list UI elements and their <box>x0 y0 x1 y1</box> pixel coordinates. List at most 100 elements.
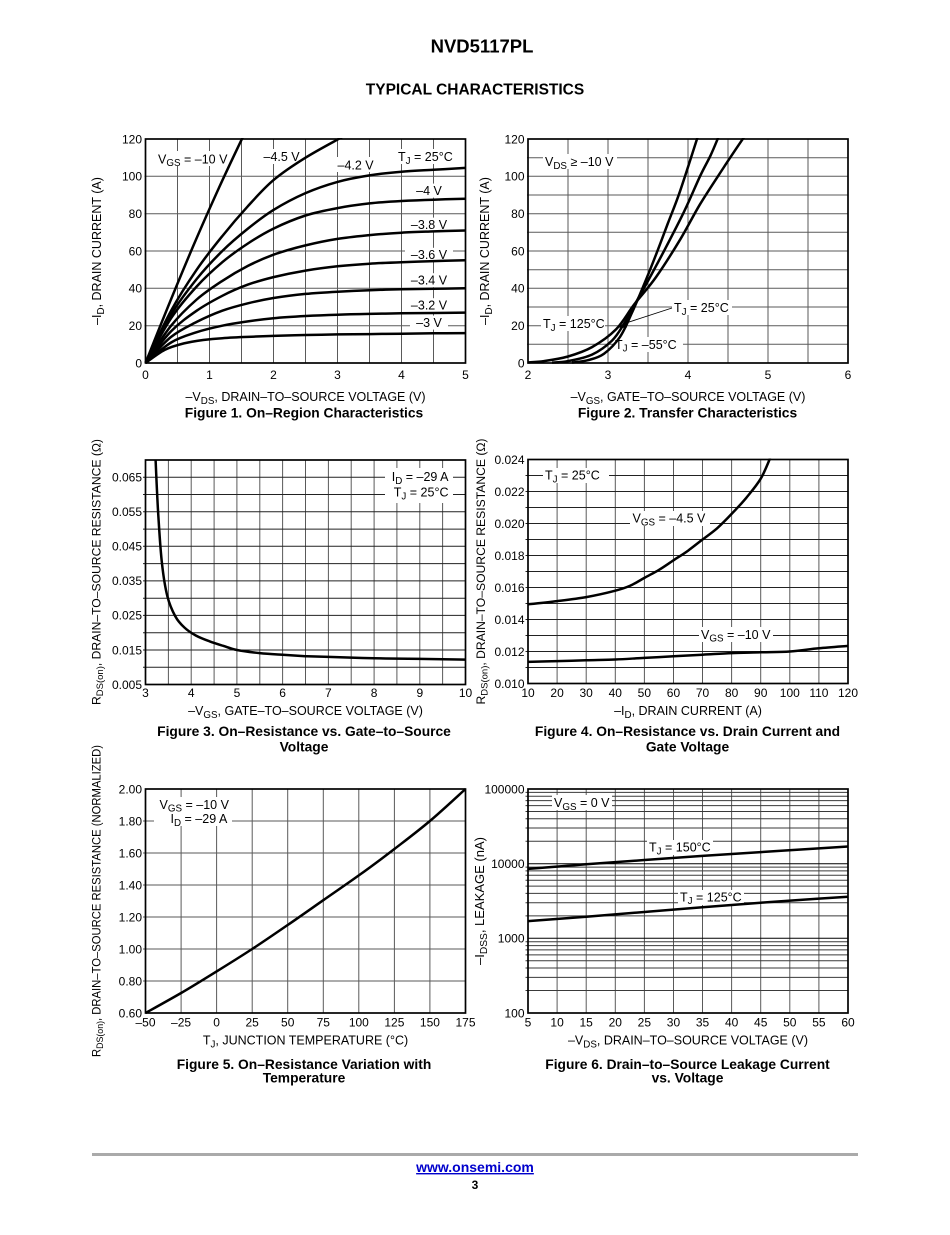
svg-text:–3.2 V: –3.2 V <box>411 299 448 313</box>
svg-text:60: 60 <box>511 244 525 258</box>
svg-text:9: 9 <box>416 686 423 700</box>
svg-text:0.016: 0.016 <box>494 581 524 595</box>
svg-text:1.00: 1.00 <box>119 942 143 956</box>
svg-text:0.020: 0.020 <box>494 517 524 531</box>
svg-text:Temperature: Temperature <box>263 1071 346 1086</box>
svg-text:45: 45 <box>754 1016 768 1030</box>
svg-text:100: 100 <box>504 170 524 184</box>
svg-text:120: 120 <box>122 132 142 146</box>
svg-text:5: 5 <box>462 368 469 382</box>
svg-text:Figure 1. On–Region Characteri: Figure 1. On–Region Characteristics <box>185 406 424 421</box>
svg-text:–25: –25 <box>171 1016 191 1030</box>
svg-text:40: 40 <box>129 282 143 296</box>
svg-text:70: 70 <box>696 686 710 700</box>
svg-text:20: 20 <box>609 1016 623 1030</box>
svg-text:TJ​ = 150°C: TJ​ = 150°C <box>649 841 711 858</box>
svg-text:120: 120 <box>504 132 524 146</box>
svg-text:RDS(on)​, DRAIN–TO–SOURCE RESI: RDS(on)​, DRAIN–TO–SOURCE RESISTANCE (NO… <box>92 745 106 1057</box>
svg-text:10: 10 <box>459 686 473 700</box>
svg-text:90: 90 <box>754 686 768 700</box>
svg-text:TJ​ = 25°C: TJ​ = 25°C <box>674 301 729 318</box>
svg-text:–VGS​, GATE–TO–SOURCE VOLTAGE: –VGS​, GATE–TO–SOURCE VOLTAGE (V) <box>188 704 423 721</box>
svg-text:0.018: 0.018 <box>494 549 524 563</box>
svg-text:–3.4 V: –3.4 V <box>411 274 448 288</box>
svg-text:175: 175 <box>455 1016 475 1030</box>
svg-text:0.022: 0.022 <box>494 485 524 499</box>
svg-text:20: 20 <box>129 319 143 333</box>
svg-text:Figure 4. On–Resistance vs. Dr: Figure 4. On–Resistance vs. Drain Curren… <box>535 724 840 739</box>
svg-text:4: 4 <box>188 686 195 700</box>
svg-text:–3 V: –3 V <box>416 316 442 330</box>
svg-text:RDS(on)​, DRAIN–TO–SOURCE RESI: RDS(on)​, DRAIN–TO–SOURCE RESISTANCE (Ω) <box>92 439 106 705</box>
svg-text:40: 40 <box>511 282 525 296</box>
svg-text:Gate Voltage: Gate Voltage <box>646 740 730 755</box>
svg-text:40: 40 <box>725 1016 739 1030</box>
svg-text:10: 10 <box>550 1016 564 1030</box>
svg-text:0.005: 0.005 <box>112 678 142 692</box>
svg-text:VGS​ = –10 V: VGS​ = –10 V <box>158 152 228 169</box>
svg-text:100: 100 <box>122 170 142 184</box>
svg-text:5: 5 <box>234 686 241 700</box>
svg-text:3: 3 <box>334 368 341 382</box>
svg-text:4: 4 <box>398 368 405 382</box>
svg-text:–3.8 V: –3.8 V <box>411 218 448 232</box>
svg-text:Figure 2. Transfer Characteris: Figure 2. Transfer Characteristics <box>578 406 798 421</box>
svg-text:7: 7 <box>325 686 332 700</box>
svg-text:Voltage: Voltage <box>280 740 329 755</box>
svg-text:55: 55 <box>812 1016 826 1030</box>
svg-text:1000: 1000 <box>498 932 525 946</box>
svg-text:Figure 3. On–Resistance vs. Ga: Figure 3. On–Resistance vs. Gate–to–Sour… <box>157 724 451 739</box>
svg-text:3: 3 <box>605 368 612 382</box>
svg-text:125: 125 <box>384 1016 404 1030</box>
svg-text:0.045: 0.045 <box>112 540 142 554</box>
svg-text:80: 80 <box>725 686 739 700</box>
svg-text:60: 60 <box>841 1016 855 1030</box>
svg-text:6: 6 <box>279 686 286 700</box>
svg-text:25: 25 <box>245 1016 259 1030</box>
svg-text:Figure 5. On–Resistance Variat: Figure 5. On–Resistance Variation with <box>177 1057 432 1072</box>
svg-text:–ID​, DRAIN CURRENT (A): –ID​, DRAIN CURRENT (A) <box>478 177 495 325</box>
svg-text:–3.6 V: –3.6 V <box>411 248 448 262</box>
svg-text:50: 50 <box>638 686 652 700</box>
svg-text:0: 0 <box>213 1016 220 1030</box>
svg-text:0: 0 <box>518 356 525 370</box>
svg-text:100000: 100000 <box>484 782 524 796</box>
svg-text:0.80: 0.80 <box>119 974 143 988</box>
svg-text:25: 25 <box>638 1016 652 1030</box>
svg-text:0.024: 0.024 <box>494 453 524 467</box>
svg-text:35: 35 <box>696 1016 710 1030</box>
svg-text:0.055: 0.055 <box>112 505 142 519</box>
svg-text:TJ​ = 25°C: TJ​ = 25°C <box>398 150 453 167</box>
svg-text:100: 100 <box>504 1006 524 1020</box>
svg-text:TJ​ = 25°C: TJ​ = 25°C <box>545 469 600 486</box>
svg-text:VDS​ ≥ –10 V: VDS​ ≥ –10 V <box>545 155 614 172</box>
svg-text:VGS​ = 0 V: VGS​ = 0 V <box>554 796 610 813</box>
svg-text:30: 30 <box>580 686 594 700</box>
svg-text:0: 0 <box>135 356 142 370</box>
svg-text:8: 8 <box>371 686 378 700</box>
svg-text:–VDS​, DRAIN–TO–SOURCE VOLTAGE: –VDS​, DRAIN–TO–SOURCE VOLTAGE (V) <box>185 390 425 407</box>
svg-text:–50: –50 <box>135 1016 155 1030</box>
svg-text:0.035: 0.035 <box>112 574 142 588</box>
svg-text:4: 4 <box>685 368 692 382</box>
svg-text:2: 2 <box>525 368 532 382</box>
svg-text:1.40: 1.40 <box>119 878 143 892</box>
svg-text:TJ​ = 25°C: TJ​ = 25°C <box>394 486 449 503</box>
svg-text:50: 50 <box>281 1016 295 1030</box>
svg-text:0.025: 0.025 <box>112 609 142 623</box>
svg-text:60: 60 <box>667 686 681 700</box>
svg-text:1.20: 1.20 <box>119 910 143 924</box>
svg-text:TYPICAL CHARACTERISTICS: TYPICAL CHARACTERISTICS <box>366 82 584 99</box>
svg-text:TJ​ = 125°C: TJ​ = 125°C <box>680 890 742 907</box>
svg-text:RDS(on)​, DRAIN–TO–SOURCE RESI: RDS(on)​, DRAIN–TO–SOURCE RESISTANCE (Ω) <box>476 438 490 704</box>
svg-text:0.010: 0.010 <box>494 677 524 691</box>
svg-text:80: 80 <box>129 207 143 221</box>
svg-text:–VDS​, DRAIN–TO–SOURCE VOLTAGE: –VDS​, DRAIN–TO–SOURCE VOLTAGE (V) <box>568 1034 808 1051</box>
svg-text:1: 1 <box>206 368 213 382</box>
svg-text:75: 75 <box>317 1016 331 1030</box>
svg-text:0.60: 0.60 <box>119 1006 143 1020</box>
svg-text:0.015: 0.015 <box>112 643 142 657</box>
svg-text:–4 V: –4 V <box>416 184 442 198</box>
svg-text:40: 40 <box>609 686 623 700</box>
svg-text:ID​ = –29 A: ID​ = –29 A <box>392 470 449 487</box>
